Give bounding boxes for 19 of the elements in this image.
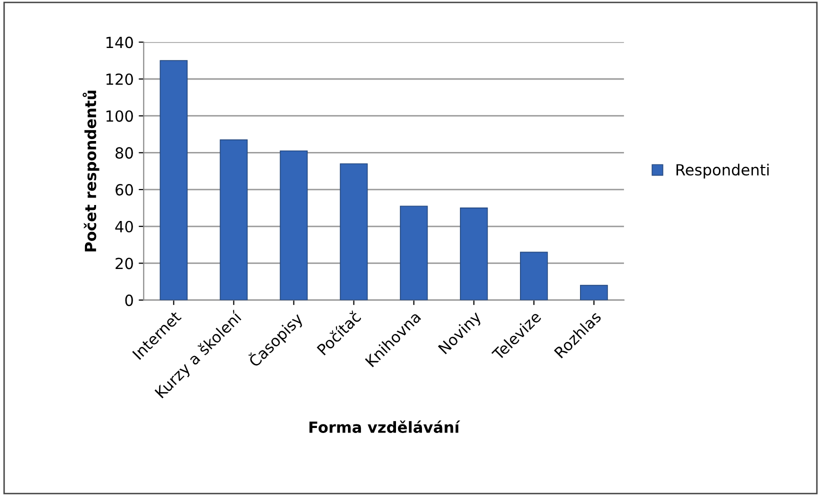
y-axis-title: Počet respondentů [82, 90, 100, 252]
bar [520, 252, 548, 300]
bar [580, 284, 608, 300]
y-tick-label: 80 [116, 147, 133, 159]
y-tick-label: 100 [106, 110, 133, 122]
bar [220, 139, 248, 300]
bar [400, 206, 428, 300]
legend-label: Respondenti [676, 164, 769, 179]
y-tick-label: 40 [115, 220, 133, 232]
bar [160, 60, 188, 300]
bar [460, 208, 488, 300]
y-tick-label: 60 [116, 184, 133, 196]
bar [280, 150, 308, 300]
y-tick-label: 140 [106, 36, 133, 48]
y-tick-label: 120 [106, 73, 133, 86]
y-tick-label: 0 [125, 294, 133, 306]
x-axis-title: Forma vzdělávání [309, 420, 460, 433]
bar [340, 163, 368, 300]
y-tick-label: 20 [116, 258, 133, 270]
